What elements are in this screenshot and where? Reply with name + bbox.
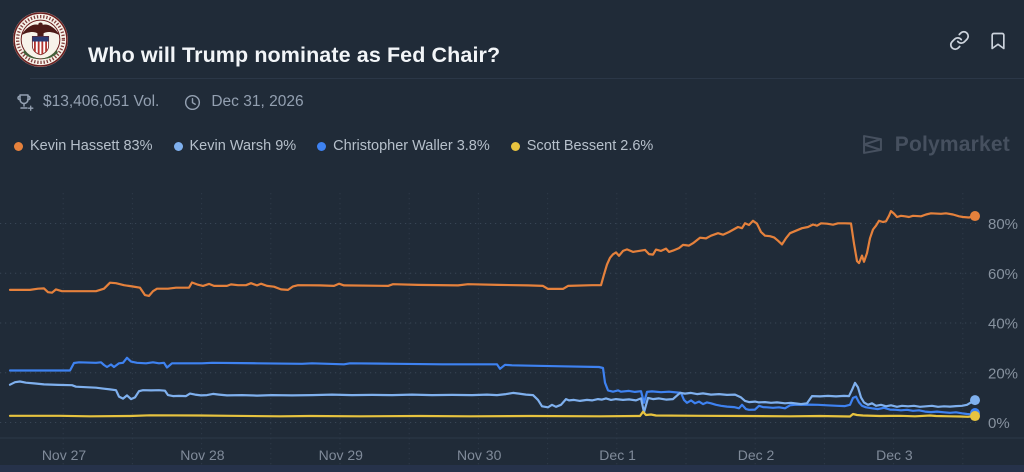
legend-dot-christopher-waller <box>317 141 327 151</box>
bottom-strip <box>0 465 1024 472</box>
series-line-christopher-waller[interactable] <box>8 356 977 416</box>
y-axis-tick: 0% <box>988 415 1010 432</box>
bookmark-button[interactable] <box>988 31 1008 51</box>
legend-item-christopher-waller[interactable]: Christopher Waller 3.8% <box>317 138 490 154</box>
series-line-scott-bessent[interactable] <box>8 410 977 418</box>
legend-item-kevin-hassett[interactable]: Kevin Hassett 83% <box>14 138 153 154</box>
legend-item-kevin-warsh[interactable]: Kevin Warsh 9% <box>173 138 297 154</box>
series-line-kevin-warsh[interactable] <box>8 380 977 414</box>
legend-dot-kevin-hassett <box>14 141 23 151</box>
x-axis-tick: Nov 30 <box>457 447 502 463</box>
x-axis-tick: Dec 2 <box>738 447 775 463</box>
clock-icon <box>185 94 201 110</box>
chain-link-icon <box>949 30 970 51</box>
legend-label: Scott Bessent 2.6% <box>526 138 654 154</box>
x-axis-tick: Nov 28 <box>180 447 225 463</box>
page-title: Who will Trump nominate as Fed Chair? <box>88 43 501 68</box>
chart-legend: Kevin Hassett 83% Kevin Warsh 9% Christoph… <box>14 138 653 154</box>
legend-dot-kevin-warsh <box>173 141 183 151</box>
end-date: Dec 31, 2026 <box>211 93 304 110</box>
y-axis-tick: 40% <box>988 316 1018 333</box>
series-line-kevin-hassett[interactable] <box>8 210 977 297</box>
header-actions <box>949 30 1008 51</box>
watermark-text: Polymarket <box>894 132 1010 156</box>
trophy-volume-icon <box>17 94 34 111</box>
share-link-button[interactable] <box>949 30 970 51</box>
legend-label: Christopher Waller 3.8% <box>333 138 490 154</box>
header-divider <box>30 78 1024 79</box>
legend-item-scott-bessent[interactable]: Scott Bessent 2.6% <box>510 138 654 154</box>
polymarket-logo-icon <box>862 135 882 154</box>
legend-dot-scott-bessent <box>510 141 520 151</box>
x-axis-tick: Nov 29 <box>319 447 364 463</box>
y-axis-tick: 60% <box>988 266 1018 283</box>
x-axis-tick: Dec 1 <box>599 447 636 463</box>
series-endpoint-kevin-warsh <box>970 395 980 406</box>
market-avatar <box>12 11 69 68</box>
polymarket-watermark: Polymarket <box>859 131 1010 158</box>
legend-label: Kevin Hassett 83% <box>30 138 153 154</box>
volume-value: $13,406,051 Vol. <box>43 93 160 110</box>
legend-label: Kevin Warsh 9% <box>189 138 297 154</box>
series-endpoint-kevin-hassett <box>970 211 980 222</box>
y-axis-tick: 20% <box>988 365 1018 382</box>
y-axis-tick: 80% <box>988 216 1018 233</box>
x-axis-tick: Nov 27 <box>42 447 87 463</box>
series-endpoint-scott-bessent <box>970 411 980 422</box>
x-axis-tick: Dec 3 <box>876 447 913 463</box>
bookmark-icon <box>991 32 1005 49</box>
federal-reserve-seal-icon <box>13 12 68 67</box>
market-stats-row: $13,406,051 Vol. Dec 31, 2026 <box>14 92 304 112</box>
